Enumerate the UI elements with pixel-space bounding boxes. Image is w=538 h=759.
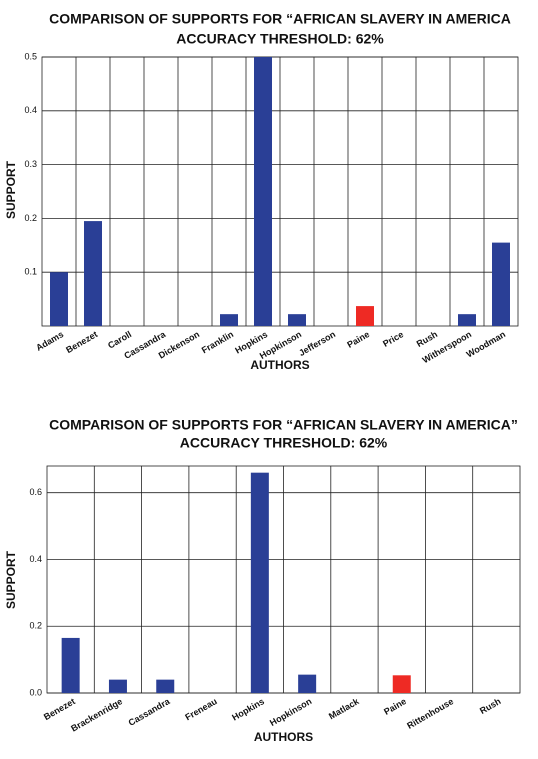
x-axis-title: AUTHORS <box>254 730 313 744</box>
bar <box>356 306 374 326</box>
x-tick-label: Hopkinson <box>268 696 313 728</box>
bar <box>298 674 317 693</box>
y-tick-label: 0.2 <box>24 213 37 223</box>
bar <box>458 314 476 326</box>
y-tick-label: 0.4 <box>29 554 42 564</box>
chart-title: COMPARISON OF SUPPORTS FOR “AFRICAN SLAV… <box>49 11 511 27</box>
chart-subtitle: ACCURACY THRESHOLD: 62% <box>180 435 388 451</box>
bar <box>250 472 269 693</box>
x-tick-label: Matlack <box>327 696 361 722</box>
x-axis-title: AUTHORS <box>250 358 309 372</box>
x-tick-label: Adams <box>34 329 65 353</box>
bar <box>492 242 510 326</box>
x-tick-label: Price <box>381 329 405 349</box>
chart-title: COMPARISON OF SUPPORTS FOR “AFRICAN SLAV… <box>49 417 518 433</box>
x-tick-label: Rush <box>478 696 502 716</box>
x-tick-label: Paine <box>345 329 371 350</box>
y-tick-label: 0.3 <box>24 159 37 169</box>
x-tick-label: Jefferson <box>297 329 337 358</box>
bar <box>108 679 127 693</box>
x-tick-label: Brackenridge <box>69 696 124 733</box>
bar <box>220 314 238 326</box>
y-tick-label: 0.1 <box>24 267 37 277</box>
chart-subtitle: ACCURACY THRESHOLD: 62% <box>176 31 384 47</box>
x-tick-label: Hopkins <box>230 696 266 722</box>
plot-frame <box>46 465 521 694</box>
y-tick-label: 0.2 <box>29 621 42 631</box>
bar <box>61 637 80 693</box>
bar <box>288 314 306 326</box>
x-tick-label: Rush <box>415 329 439 349</box>
x-tick-label: Cassandra <box>127 696 173 728</box>
y-tick-label: 0.4 <box>24 105 37 115</box>
y-tick-label: 0.0 <box>29 687 42 697</box>
x-tick-label: Benezet <box>64 329 99 355</box>
bar <box>392 675 411 693</box>
bar <box>84 221 102 326</box>
y-axis-title: SUPPORT <box>4 160 18 219</box>
x-tick-label: Freneau <box>183 696 218 722</box>
bar <box>156 679 175 693</box>
x-tick-label: Benezet <box>42 696 77 722</box>
y-axis-title: SUPPORT <box>4 550 18 609</box>
x-tick-label: Franklin <box>200 329 235 355</box>
bar <box>254 57 272 326</box>
bar <box>50 272 68 326</box>
y-tick-label: 0.6 <box>29 487 42 497</box>
x-tick-label: Rittenhouse <box>405 696 455 731</box>
plot-frame <box>41 56 519 327</box>
x-tick-label: Woodman <box>465 329 508 359</box>
x-tick-label: Paine <box>382 696 408 717</box>
y-tick-label: 0.5 <box>24 51 37 61</box>
